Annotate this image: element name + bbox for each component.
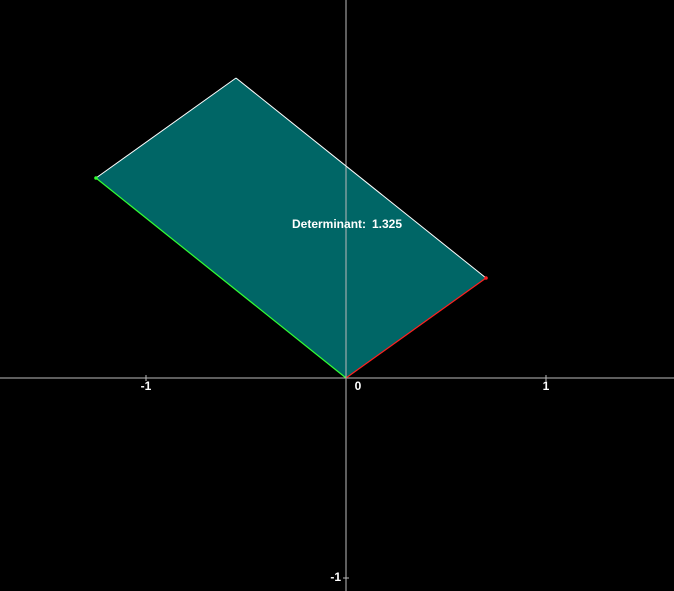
vector-tip bbox=[94, 176, 98, 180]
edge bbox=[235, 77, 487, 279]
vector-tip bbox=[484, 276, 488, 280]
x-tick-label: 1 bbox=[543, 379, 550, 393]
x-tick-label: -1 bbox=[141, 379, 152, 393]
y-tick-label: -1 bbox=[330, 570, 341, 584]
determinant-value: 1.325 bbox=[372, 217, 402, 231]
parallelogram bbox=[96, 78, 486, 378]
edge bbox=[95, 77, 237, 179]
x-tick-label: 0 bbox=[355, 379, 362, 393]
basis-vector bbox=[345, 277, 487, 379]
determinant-label: Determinant: bbox=[292, 217, 366, 231]
basis-vector bbox=[95, 177, 347, 379]
